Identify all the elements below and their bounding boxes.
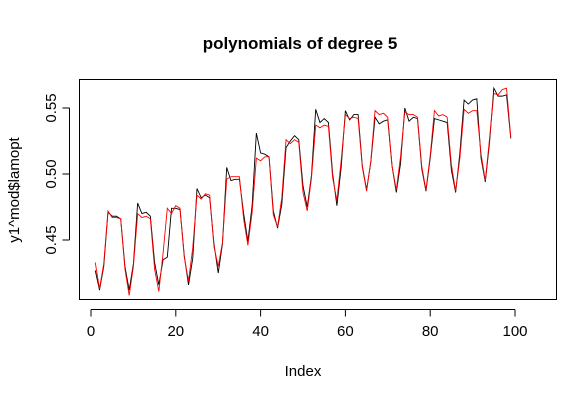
- y-tick-label: 0.45: [43, 225, 60, 254]
- x-tick-label: 20: [167, 323, 184, 340]
- x-axis-label: Index: [285, 363, 322, 380]
- x-axis: 0 20 40 60 80 100: [87, 309, 528, 340]
- y-tick-label: 0.55: [43, 93, 60, 122]
- chart-title: polynomials of degree 5: [203, 34, 398, 53]
- y-tick-label: 0.50: [43, 159, 60, 188]
- y-axis: 0.45 0.50 0.55: [43, 93, 70, 255]
- plot-frame: [79, 79, 557, 300]
- y-axis-label: y1^mod$lamopt: [6, 136, 23, 242]
- series-line-2: [94, 87, 512, 296]
- x-tick-label: 80: [422, 323, 439, 340]
- x-tick-label: 60: [337, 323, 354, 340]
- series-line-1: [94, 86, 512, 291]
- x-tick-label: 100: [502, 323, 527, 340]
- x-tick-label: 40: [252, 323, 269, 340]
- series-layer: [94, 86, 512, 296]
- x-tick-label: 0: [87, 323, 95, 340]
